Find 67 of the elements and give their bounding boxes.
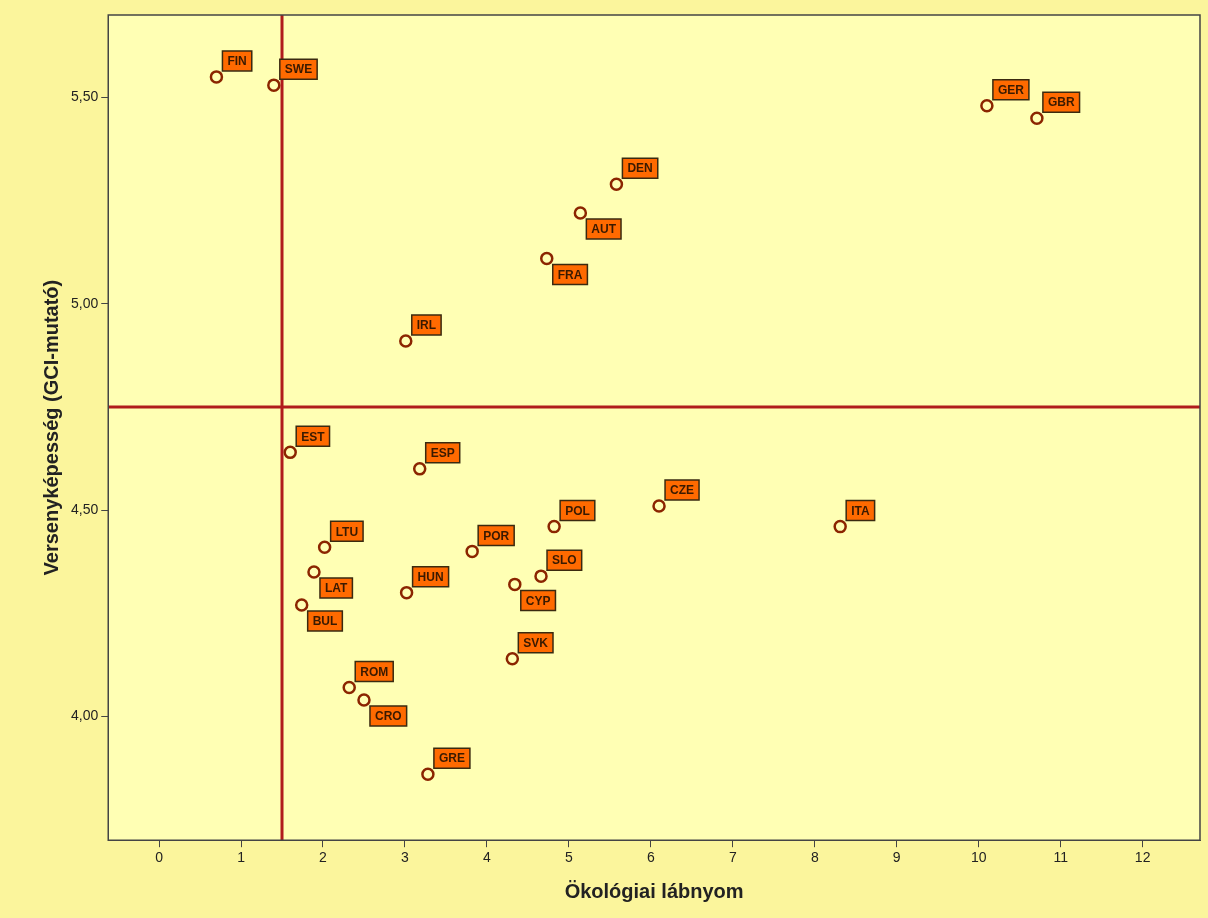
point [421, 767, 435, 781]
x-tick-label: 11 [1053, 849, 1069, 866]
y-axis-title: Versenyképesség (GCI-mutató) [39, 279, 62, 576]
point [547, 519, 561, 534]
annotation: EST [301, 429, 326, 444]
point [833, 519, 847, 534]
annotation: POL [565, 503, 590, 518]
point [283, 445, 297, 460]
annotation: GRE [438, 751, 465, 766]
point [609, 177, 624, 191]
x-axis-title: Ökológiai lábnyom [564, 879, 744, 902]
point [980, 99, 994, 113]
point [209, 70, 224, 84]
annotation: SVK [523, 635, 549, 650]
x-tick-label: 10 [970, 849, 987, 866]
point [307, 565, 321, 579]
annotation: SWE [284, 62, 313, 77]
annotation: LAT [324, 581, 349, 596]
point [1030, 111, 1044, 125]
point [399, 334, 413, 348]
annotation: IRL [416, 318, 437, 333]
y-tick-label: 4,00 [71, 707, 99, 724]
point [534, 569, 548, 583]
x-tick-label: 7 [728, 849, 737, 866]
x-tick-label: 5 [564, 849, 573, 866]
point [412, 462, 427, 476]
annotation: GBR [1047, 95, 1075, 110]
annotation: CYP [525, 593, 551, 608]
annotation: HUN [417, 569, 444, 584]
annotation: POR [483, 528, 510, 543]
point [342, 680, 356, 695]
annotation: GER [997, 83, 1025, 98]
point [294, 598, 309, 612]
point [399, 585, 414, 600]
x-tick-label: 1 [237, 849, 246, 866]
y-tick-label: 5,50 [71, 88, 99, 105]
annotation: BUL [312, 614, 338, 629]
annotation: ITA [851, 503, 870, 518]
x-tick-label: 2 [319, 849, 328, 866]
annotation: DEN [627, 161, 653, 176]
point [652, 499, 666, 513]
x-tick-label: 3 [401, 849, 410, 866]
x-tick-label: 9 [892, 849, 901, 866]
annotation: CRO [374, 709, 402, 724]
annotation: FIN [227, 54, 247, 69]
annotation: SLO [552, 553, 577, 568]
point [540, 251, 554, 266]
point [508, 577, 522, 592]
x-tick-label: 0 [155, 849, 164, 866]
y-tick-label: 4,50 [71, 500, 99, 517]
annotation: ESP [430, 446, 455, 461]
point [465, 544, 479, 559]
y-tick-label: 5,00 [71, 294, 99, 311]
x-tick-label: 4 [483, 849, 492, 866]
annotation: AUT [591, 222, 617, 237]
x-tick-label: 8 [810, 849, 819, 866]
annotation: CZE [670, 483, 695, 498]
point [505, 651, 520, 666]
point [573, 206, 588, 220]
annotation: FRA [557, 267, 583, 282]
annotation: ROM [360, 664, 389, 679]
point [357, 693, 371, 707]
x-tick-label: 6 [646, 849, 655, 866]
x-tick-label: 12 [1134, 849, 1151, 866]
point [267, 78, 281, 92]
annotation: LTU [335, 524, 359, 539]
point [317, 540, 332, 554]
